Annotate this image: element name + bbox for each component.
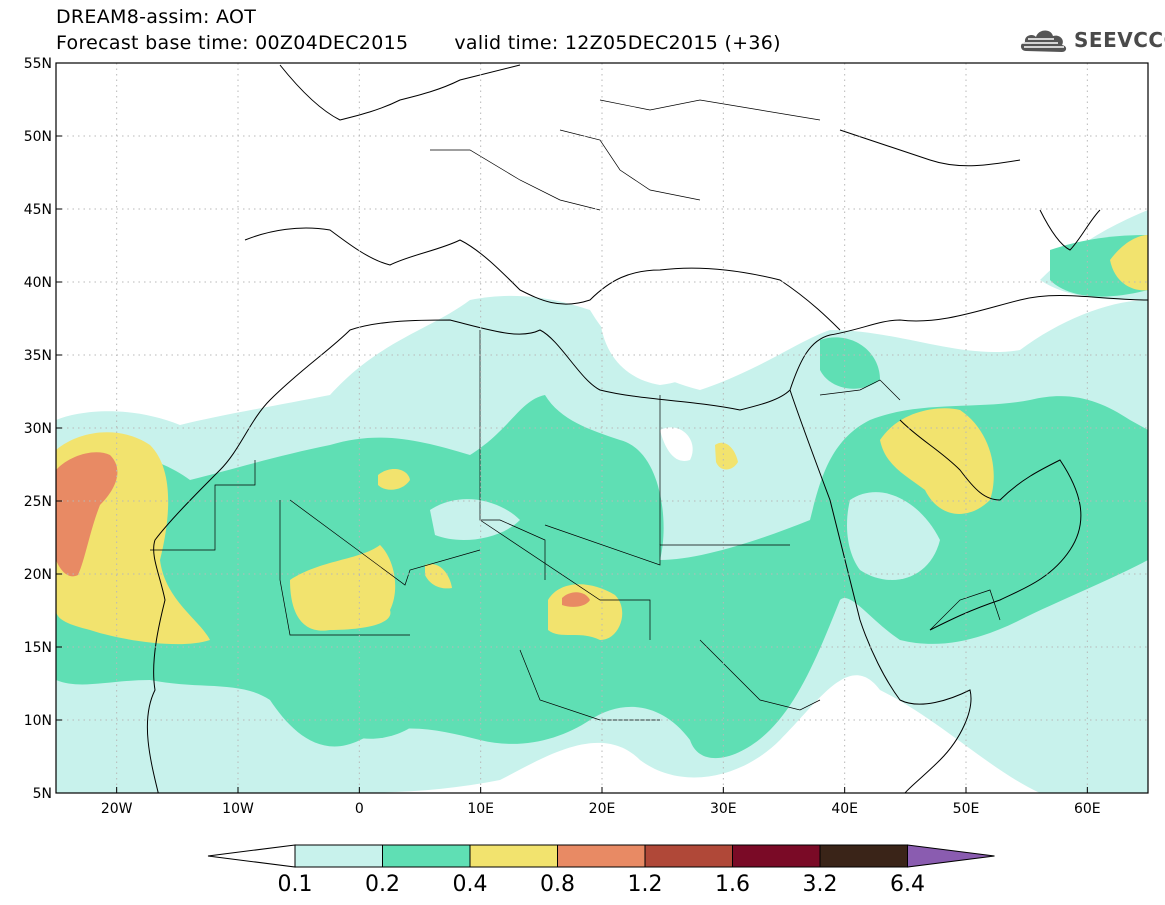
colorbar-segment bbox=[469, 844, 558, 868]
latitude-labels: 55N 50N 45N 40N 35N 30N 25N 20N 15N 10N 5N bbox=[24, 56, 62, 802]
latitude-label: 50N bbox=[24, 129, 52, 145]
latitude-label: 40N bbox=[24, 275, 52, 291]
latitude-label: 5N bbox=[33, 786, 52, 802]
colorbar-label: 3.2 bbox=[803, 872, 838, 897]
colorbar-label: 6.4 bbox=[890, 872, 925, 897]
longitude-label: 20W bbox=[101, 801, 133, 817]
cloud-icon bbox=[1020, 30, 1067, 52]
longitude-label: 50E bbox=[953, 801, 980, 817]
map-title: DREAM8-assim: AOT bbox=[56, 6, 257, 28]
longitude-label: 40E bbox=[831, 801, 858, 817]
longitude-labels: 20W 10W 0 10E 20E 30E 40E 50E 60E bbox=[101, 787, 1101, 817]
colorbar-label: 0.4 bbox=[453, 872, 488, 897]
latitude-label: 35N bbox=[24, 348, 52, 364]
colorbar-label: 0.2 bbox=[365, 872, 400, 897]
map-subtitle: Forecast base time: 00Z04DEC2015 valid ti… bbox=[56, 32, 781, 54]
colorbar-label: 1.6 bbox=[715, 872, 750, 897]
valid-time: valid time: 12Z05DEC2015 (+36) bbox=[454, 32, 781, 54]
aot-level-0.8 bbox=[56, 452, 118, 577]
latitude-label: 20N bbox=[24, 567, 52, 583]
latitude-label: 10N bbox=[24, 713, 52, 729]
colorbar-under-arrow bbox=[207, 844, 296, 868]
longitude-label: 0 bbox=[355, 801, 364, 817]
latitude-label: 30N bbox=[24, 421, 52, 437]
colorbar: 0.1 0.2 0.4 0.8 1.2 1.6 3.2 6.4 bbox=[207, 844, 995, 897]
seevccc-logo: SEEVCCC bbox=[1018, 25, 1165, 55]
latitude-label: 25N bbox=[24, 494, 52, 510]
longitude-label: 20E bbox=[589, 801, 616, 817]
longitude-label: 60E bbox=[1074, 801, 1101, 817]
longitude-label: 10E bbox=[467, 801, 494, 817]
colorbar-label: 1.2 bbox=[628, 872, 663, 897]
colorbar-segment bbox=[294, 844, 383, 868]
longitude-label: 10W bbox=[222, 801, 254, 817]
aot-level-0.2 bbox=[56, 395, 1148, 759]
aot-field bbox=[56, 210, 1148, 793]
latitude-label: 55N bbox=[24, 56, 52, 72]
colorbar-segment bbox=[732, 844, 821, 868]
logo-text: SEEVCCC bbox=[1074, 28, 1165, 52]
colorbar-segment bbox=[382, 844, 471, 868]
colorbar-over-arrow bbox=[907, 844, 995, 868]
graticule bbox=[56, 63, 1148, 793]
base-time: Forecast base time: 00Z04DEC2015 bbox=[56, 32, 409, 54]
colorbar-label: 0.1 bbox=[278, 872, 313, 897]
colorbar-segment bbox=[819, 844, 908, 868]
colorbar-label: 0.8 bbox=[540, 872, 575, 897]
longitude-label: 30E bbox=[710, 801, 737, 817]
borders bbox=[150, 99, 1001, 721]
latitude-label: 15N bbox=[24, 640, 52, 656]
colorbar-segment bbox=[557, 844, 646, 868]
colorbar-segment bbox=[644, 844, 733, 868]
latitude-label: 45N bbox=[24, 202, 52, 218]
